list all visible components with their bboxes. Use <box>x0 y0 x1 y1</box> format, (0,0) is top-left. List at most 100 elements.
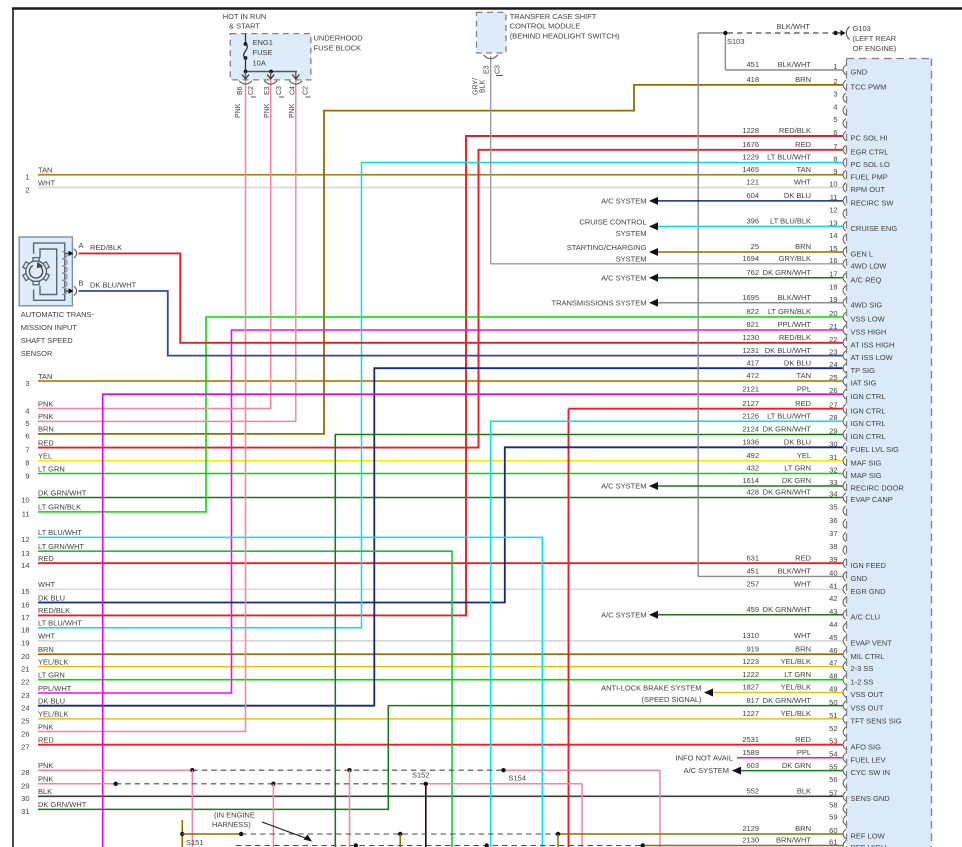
svg-text:9: 9 <box>25 471 29 480</box>
svg-text:17: 17 <box>21 613 29 622</box>
svg-text:FUEL LEV: FUEL LEV <box>851 755 886 764</box>
svg-text:552: 552 <box>746 787 759 796</box>
svg-text:RED: RED <box>38 736 54 745</box>
svg-text:25: 25 <box>829 373 837 382</box>
svg-text:TAN: TAN <box>38 166 52 175</box>
svg-text:BLK: BLK <box>797 787 811 796</box>
svg-text:TAN: TAN <box>797 165 811 174</box>
svg-text:46: 46 <box>829 646 837 655</box>
svg-text:21: 21 <box>21 664 29 673</box>
svg-text:30: 30 <box>21 794 29 803</box>
svg-text:11: 11 <box>22 510 30 519</box>
svg-text:TAN: TAN <box>797 371 811 380</box>
svg-text:FUEL LVL SIG: FUEL LVL SIG <box>851 445 900 454</box>
svg-text:44: 44 <box>829 620 837 629</box>
svg-text:25: 25 <box>21 717 29 726</box>
svg-text:1827: 1827 <box>742 683 759 692</box>
svg-text:PPL: PPL <box>797 748 811 757</box>
svg-text:CRUISE CONTROL: CRUISE CONTROL <box>579 218 646 227</box>
svg-text:DK GRN/WHT: DK GRN/WHT <box>763 488 812 497</box>
svg-text:BLK/WHT: BLK/WHT <box>778 567 812 576</box>
svg-text:2: 2 <box>25 185 29 194</box>
svg-text:1228: 1228 <box>742 126 759 135</box>
svg-text:50: 50 <box>829 698 837 707</box>
svg-text:817: 817 <box>746 696 759 705</box>
svg-text:PC SOL LO: PC SOL LO <box>851 160 890 169</box>
svg-text:2130: 2130 <box>742 836 759 845</box>
svg-text:MISSION INPUT: MISSION INPUT <box>21 323 78 332</box>
svg-text:RED: RED <box>38 554 54 563</box>
svg-text:YEL: YEL <box>797 451 811 460</box>
svg-text:RED: RED <box>795 140 811 149</box>
svg-text:1589: 1589 <box>742 748 759 757</box>
svg-text:10: 10 <box>829 180 837 189</box>
svg-text:IGN CTRL: IGN CTRL <box>851 406 886 415</box>
svg-text:AFO SIG: AFO SIG <box>851 742 882 751</box>
svg-text:6: 6 <box>833 128 837 137</box>
svg-text:WHT: WHT <box>38 580 55 589</box>
svg-text:HOT IN RUN: HOT IN RUN <box>223 12 267 21</box>
svg-text:43: 43 <box>829 607 837 616</box>
svg-text:4: 4 <box>833 102 837 111</box>
svg-text:INFO NOT AVAIL: INFO NOT AVAIL <box>675 753 733 762</box>
svg-text:919: 919 <box>746 644 759 653</box>
svg-text:ANTI-LOCK BRAKE SYSTEM: ANTI-LOCK BRAKE SYSTEM <box>601 684 701 693</box>
svg-text:PNK: PNK <box>264 103 271 118</box>
svg-text:41: 41 <box>829 581 837 590</box>
svg-text:TCC PWM: TCC PWM <box>851 83 887 92</box>
svg-text:PPL/WHT: PPL/WHT <box>38 684 72 693</box>
svg-text:DK BLU: DK BLU <box>784 191 811 200</box>
svg-text:5: 5 <box>25 419 29 428</box>
svg-text:257: 257 <box>746 580 759 589</box>
svg-text:1230: 1230 <box>742 333 759 342</box>
svg-text:YEL/BLK: YEL/BLK <box>38 657 68 666</box>
svg-text:SYSTEM: SYSTEM <box>616 229 647 238</box>
svg-text:10A: 10A <box>253 59 266 68</box>
svg-text:55: 55 <box>829 763 837 772</box>
svg-text:WHT: WHT <box>794 178 811 187</box>
svg-text:DK GRN: DK GRN <box>782 476 811 485</box>
svg-text:LT BLU/WHT: LT BLU/WHT <box>767 411 811 420</box>
svg-text:(SPEED SIGNAL): (SPEED SIGNAL) <box>641 695 702 704</box>
svg-text:1676: 1676 <box>742 140 759 149</box>
svg-text:FUEL PMP: FUEL PMP <box>851 172 888 181</box>
svg-text:2126: 2126 <box>742 411 759 420</box>
svg-text:DK GRN/WHT: DK GRN/WHT <box>38 488 87 497</box>
svg-text:EVAP VENT: EVAP VENT <box>851 639 893 648</box>
svg-text:A: A <box>79 241 84 250</box>
svg-text:EGR CTRL: EGR CTRL <box>851 147 889 156</box>
svg-text:LT BLU/WHT: LT BLU/WHT <box>38 528 82 537</box>
svg-text:29: 29 <box>829 427 837 436</box>
svg-text:3: 3 <box>25 379 29 388</box>
svg-text:23: 23 <box>21 691 29 700</box>
svg-text:CYC SW IN: CYC SW IN <box>851 768 891 777</box>
svg-text:2121: 2121 <box>742 384 759 393</box>
svg-text:PNK: PNK <box>38 722 53 731</box>
svg-text:2129: 2129 <box>742 824 759 833</box>
svg-text:DK GRN/WHT: DK GRN/WHT <box>38 800 87 809</box>
svg-text:UNDERHOOD: UNDERHOOD <box>314 34 364 43</box>
svg-text:(BEHIND HEADLIGHT SWITCH): (BEHIND HEADLIGHT SWITCH) <box>510 31 620 40</box>
svg-text:IAT SIG: IAT SIG <box>851 379 877 388</box>
svg-text:WHT: WHT <box>794 580 811 589</box>
svg-text:RECIRC DOOR: RECIRC DOOR <box>851 484 905 493</box>
svg-text:27: 27 <box>829 401 837 410</box>
svg-text:38: 38 <box>829 542 837 551</box>
svg-text:DK GRN/WHT: DK GRN/WHT <box>763 268 812 277</box>
svg-text:IGN CTRL: IGN CTRL <box>851 432 886 441</box>
svg-text:45: 45 <box>829 633 837 642</box>
svg-text:1695: 1695 <box>742 293 759 302</box>
svg-text:RED/BLK: RED/BLK <box>38 606 70 615</box>
svg-text:121: 121 <box>746 178 759 187</box>
svg-text:C2: C2 <box>303 86 310 95</box>
svg-text:14: 14 <box>829 231 837 240</box>
svg-text:4WD LOW: 4WD LOW <box>851 261 888 270</box>
svg-text:PNK: PNK <box>38 412 53 421</box>
svg-text:BRN: BRN <box>795 824 811 833</box>
svg-text:13: 13 <box>829 218 837 227</box>
svg-text:29: 29 <box>21 782 29 791</box>
svg-text:SYSTEM: SYSTEM <box>616 255 647 264</box>
svg-text:MAF SIG: MAF SIG <box>851 458 882 467</box>
svg-text:YEL: YEL <box>38 452 52 461</box>
svg-text:BRN: BRN <box>795 644 811 653</box>
